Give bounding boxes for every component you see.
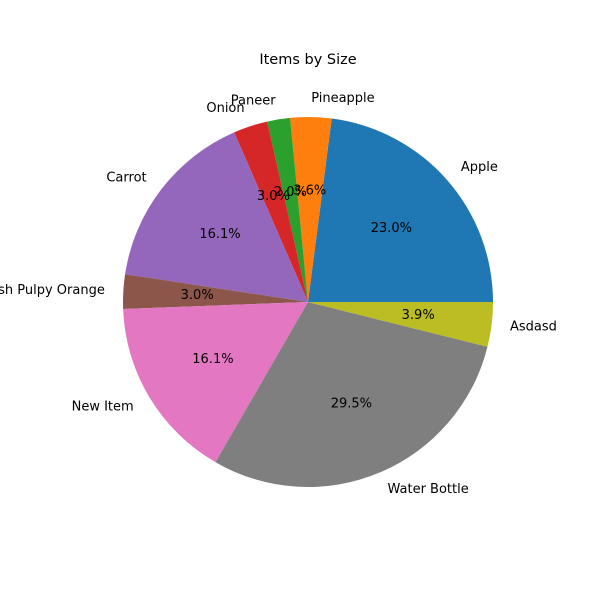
pie-slice-asdasd (308, 302, 493, 347)
slice-label-carrot: Carrot (106, 170, 146, 185)
slice-label-water-bottle: Water Bottle (387, 482, 468, 497)
slice-label-fresh-pulpy-orange: Fresh Pulpy Orange (0, 283, 105, 298)
slice-label-paneer: Paneer (231, 94, 276, 109)
pie-slice-water-bottle (215, 302, 488, 488)
percent-label-water-bottle: 29.5% (331, 397, 372, 412)
pie-slice-pineapple (290, 116, 332, 302)
pie-slice-paneer (267, 117, 308, 303)
slice-label-pineapple: Pineapple (311, 91, 374, 106)
percent-label-paneer: 2.0% (274, 185, 307, 200)
pie-slice-onion (234, 121, 308, 302)
pie-slice-carrot (125, 132, 309, 302)
pie-slice-fresh-pulpy-orange (123, 274, 309, 309)
percent-label-fresh-pulpy-orange: 3.0% (181, 288, 214, 303)
slice-label-apple: Apple (461, 160, 498, 175)
percent-label-onion: 3.0% (257, 189, 290, 204)
slice-label-onion: Onion (206, 101, 244, 116)
percent-label-apple: 23.0% (371, 221, 412, 236)
slice-label-asdasd: Asdasd (510, 319, 557, 334)
percent-label-carrot: 16.1% (199, 227, 240, 242)
slice-label-new-item: New Item (72, 400, 134, 415)
pie-slice-new-item (123, 302, 308, 463)
pie-labels: Apple 23.0% Pineapple 3.6% Paneer 2.0% Onion 3.… (0, 91, 557, 497)
percent-label-asdasd: 3.9% (402, 308, 435, 323)
percent-label-new-item: 16.1% (192, 352, 233, 367)
chart-title: Items by Size (259, 52, 356, 68)
pie-slice-apple (308, 118, 493, 302)
percent-label-pineapple: 3.6% (293, 184, 326, 199)
pie-slices (123, 116, 493, 488)
